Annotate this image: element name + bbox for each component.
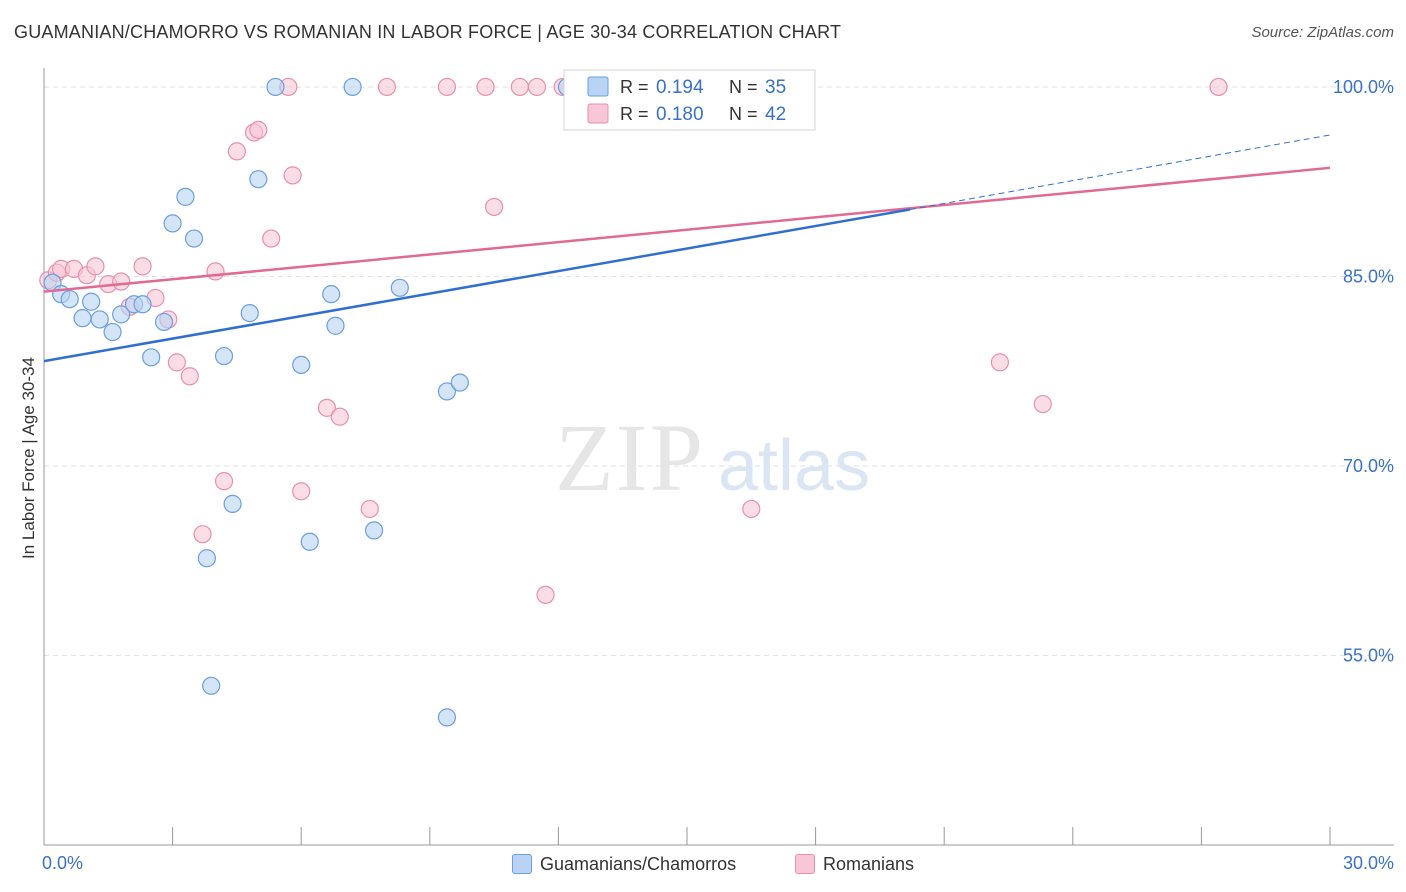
legend-r-label-blue: R = (620, 77, 649, 97)
guamanian-point (322, 285, 341, 304)
romanian-point (476, 77, 495, 97)
romanian-point (133, 257, 152, 276)
romanian-point (330, 407, 349, 426)
guamanian-point (292, 355, 311, 375)
guamanian-point (103, 322, 122, 342)
guamanian-point (343, 77, 362, 97)
x-tick-label: 30.0% (1343, 853, 1394, 873)
legend-n-label-blue: N = (729, 77, 758, 97)
y-tick-label: 100.0% (1333, 77, 1394, 97)
legend-swatch-pink (587, 103, 609, 124)
romanian-point (990, 353, 1010, 372)
guamanian-point (202, 676, 221, 695)
tick-labels: 100.0% 85.0% 70.0% 55.0% 0.0% 30.0% (42, 77, 1394, 873)
romanian-point (180, 367, 199, 386)
guamanian-point (197, 549, 216, 568)
romanian-point (292, 482, 311, 501)
romanian-point (227, 142, 246, 161)
guamanian-points (43, 77, 739, 727)
legend-r-value-pink: 0.180 (656, 104, 704, 125)
legend-swatch-romanians (795, 854, 815, 874)
guamanian-point (184, 229, 204, 248)
legend-n-label-pink: N = (729, 104, 758, 124)
guamanian-point (112, 305, 131, 324)
romanian-point (536, 585, 555, 604)
legend-n-value-blue: 35 (765, 77, 786, 98)
romanian-point (262, 229, 281, 248)
guamanian-point (73, 309, 92, 328)
legend-r-value-blue: 0.194 (656, 77, 704, 98)
legend-label-romanians: Romanians (823, 853, 915, 874)
romanian-point (527, 77, 547, 97)
legend-n-value-pink: 42 (765, 104, 786, 125)
trend-lines (43, 134, 1331, 363)
romanian-point (1033, 394, 1052, 414)
legend-label-guamanians: Guamanians/Chamorros (540, 853, 737, 874)
correlation-legend: R = 0.194 N = 35 R = 0.180 N = 42 (563, 69, 816, 131)
romanian-point (360, 499, 379, 519)
romanian-point (437, 77, 457, 97)
romanian-point (283, 166, 302, 185)
legend-item-romanians[interactable]: Romanians (795, 852, 914, 876)
guamanian-point (154, 312, 174, 332)
chart-source: Source: ZipAtlas.com (1251, 24, 1394, 41)
guamanian-point (214, 346, 234, 366)
romanian-point (377, 77, 397, 97)
guamanian-point (437, 708, 457, 727)
axes (43, 68, 1394, 846)
romanian-point (167, 353, 186, 372)
gridlines (44, 86, 1390, 656)
guamanian-point (82, 292, 101, 311)
guamanian-point (142, 348, 161, 367)
y-tick-label: 70.0% (1343, 456, 1394, 476)
guamanian-point (364, 521, 384, 540)
romanian-trend-line (43, 166, 1331, 293)
guamanian-point (249, 170, 268, 189)
legend-swatch-guamanians (512, 854, 532, 874)
watermark-atlas: atlas (718, 426, 870, 506)
legend-r-label-pink: R = (620, 104, 649, 124)
y-tick-label: 55.0% (1343, 645, 1394, 665)
romanian-point (112, 272, 131, 291)
y-axis-label: In Labor Force | Age 30-34 (19, 357, 38, 559)
guamanian-point (390, 278, 409, 297)
guamanian-point (450, 373, 469, 392)
romanian-point (510, 77, 529, 97)
guamanian-point (133, 295, 152, 314)
romanian-point (193, 525, 212, 544)
legend-swatch-blue (587, 76, 609, 97)
romanian-point (485, 197, 504, 217)
guamanian-point (176, 187, 195, 206)
romanian-point (86, 257, 105, 276)
x-tick-label: 0.0% (42, 853, 83, 873)
romanian-points (39, 77, 1228, 604)
romanian-point (742, 499, 761, 519)
romanian-point (249, 120, 268, 140)
romanian-point (206, 262, 225, 281)
guamanian-point (240, 304, 259, 323)
guamanian-point (300, 532, 319, 551)
legend-item-guamanians[interactable]: Guamanians/Chamorros (512, 852, 736, 876)
guamanian-point (223, 494, 242, 513)
guamanian-point (326, 316, 345, 335)
romanian-point (317, 398, 337, 417)
guamanian-trend-extension (909, 134, 1331, 210)
y-tick-label: 85.0% (1343, 266, 1394, 286)
romanian-point (1209, 77, 1228, 97)
guamanian-point (266, 77, 285, 97)
watermark-zip: ZIP (555, 404, 705, 511)
guamanian-point (90, 310, 109, 329)
romanian-point (214, 472, 234, 491)
watermark: ZIP atlas (555, 404, 870, 511)
chart-title: GUAMANIAN/CHAMORRO VS ROMANIAN IN LABOR … (14, 22, 842, 42)
guamanian-point (163, 214, 182, 233)
guamanian-trend-line (43, 208, 911, 363)
guamanian-point (60, 290, 79, 309)
guamanian-point (437, 382, 457, 401)
